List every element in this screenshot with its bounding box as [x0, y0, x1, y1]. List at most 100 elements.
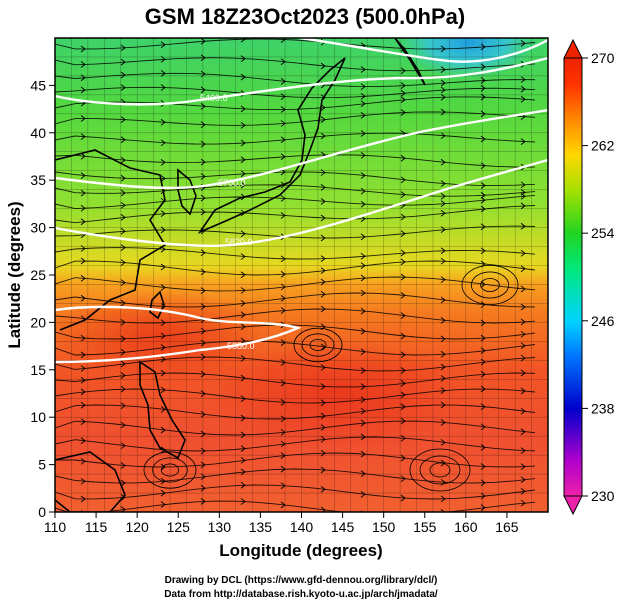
streamline-arrow	[200, 353, 206, 361]
streamline-arrow	[120, 44, 126, 52]
streamline-arrow	[400, 379, 406, 387]
x-tick-label: 125	[167, 519, 191, 535]
colorbar-tick-label: 230	[591, 488, 615, 504]
streamline-arrow	[280, 482, 286, 490]
streamline-arrow	[360, 450, 366, 458]
streamline-arrow	[360, 289, 366, 297]
streamline-arrow	[400, 191, 406, 199]
streamline-arrow	[440, 375, 446, 382]
streamline-arrow	[480, 93, 486, 101]
streamline-arrow	[80, 86, 86, 94]
streamline-arrow	[440, 335, 446, 343]
contour-5820	[55, 158, 548, 247]
streamline-arrow	[400, 511, 402, 512]
streamline	[55, 225, 536, 239]
streamline-arrow	[240, 170, 246, 178]
streamline-arrow	[520, 387, 526, 395]
streamline-arrow	[80, 218, 86, 226]
streamline-arrow	[280, 58, 286, 66]
streamline-arrow	[360, 490, 366, 498]
colorbar-bottom-arrow	[563, 495, 583, 516]
streamline-arrow	[80, 152, 86, 160]
x-tick-label: 160	[454, 519, 478, 535]
streamline-arrow	[320, 132, 326, 140]
streamline-arrow	[320, 116, 326, 123]
streamline-arrow	[280, 359, 286, 366]
streamline-arrow	[400, 273, 406, 281]
streamline-arrow	[280, 120, 286, 127]
streamline	[55, 388, 536, 404]
streamline	[55, 57, 536, 72]
streamline-arrow	[360, 470, 366, 478]
credit-line-2: Data from http://database.rish.kyoto-u.a…	[164, 589, 438, 600]
streamline-arrow	[440, 180, 446, 188]
x-tick-label: 155	[413, 519, 437, 535]
streamline-arrow	[80, 204, 86, 212]
streamline-arrow	[80, 172, 86, 179]
streamline-arrow	[480, 479, 486, 487]
streamline-arrow	[120, 259, 126, 266]
streamline-arrow	[520, 222, 526, 230]
contour-upper	[299, 38, 548, 63]
streamline-arrow	[440, 387, 446, 394]
streamline-arrow	[400, 494, 406, 502]
streamline-arrow	[440, 86, 446, 94]
streamline-arrow	[120, 227, 126, 235]
streamline-arrow	[520, 476, 526, 484]
streamline-arrow	[120, 156, 126, 164]
streamline-arrow	[440, 200, 446, 208]
streamline-arrow	[120, 189, 126, 197]
streamline-arrow	[200, 390, 206, 398]
streamline-arrow	[360, 348, 366, 356]
streamline-arrow	[480, 223, 486, 231]
streamline-arrow	[200, 473, 206, 481]
streamline-arrow	[160, 175, 166, 182]
streamline-arrow	[520, 138, 526, 145]
streamline-arrow	[480, 492, 486, 500]
streamline-arrow	[440, 439, 446, 446]
streamline-arrow	[120, 299, 126, 307]
streamline-arrow	[360, 66, 366, 73]
streamline-arrow	[320, 399, 326, 407]
streamline-arrow	[240, 181, 246, 189]
streamline-arrow	[80, 388, 86, 396]
streamline-arrow	[160, 501, 166, 508]
streamline-arrow	[400, 82, 406, 90]
coastline-borneo	[55, 451, 126, 512]
streamline-arrow	[520, 330, 526, 338]
streamline-arrow	[160, 355, 166, 363]
contour-label-2: 5700.0	[218, 178, 246, 188]
streamline-arrow	[360, 407, 366, 415]
streamline-arrow	[320, 449, 326, 457]
streamline-eddy	[152, 457, 188, 483]
streamline-arrow	[440, 419, 446, 426]
streamline-arrow	[400, 109, 406, 116]
streamline-arrow	[160, 319, 166, 327]
streamline-arrow	[240, 431, 246, 439]
streamline-arrow	[440, 108, 446, 116]
coastlines	[55, 38, 426, 512]
streamline-arrow	[200, 268, 206, 276]
streamline-eddy	[419, 455, 461, 485]
streamline-arrow	[400, 475, 406, 483]
streamline-arrow	[480, 196, 486, 204]
streamline-arrow	[360, 396, 366, 404]
streamline-arrow	[400, 89, 406, 97]
streamline-arrow	[200, 158, 206, 166]
streamline	[55, 260, 536, 276]
streamline-arrow	[520, 407, 526, 415]
streamline	[55, 111, 536, 126]
streamline	[55, 205, 536, 224]
colorbar-tick-label: 254	[591, 225, 615, 241]
streamline-arrow	[400, 351, 406, 359]
streamline-arrow	[520, 95, 526, 103]
streamline	[55, 404, 536, 420]
streamline-arrow	[360, 130, 366, 137]
streamline-arrow	[240, 271, 246, 279]
y-tick-label: 15	[30, 362, 46, 378]
x-tick-label: 165	[495, 519, 519, 535]
streamline-arrow	[400, 96, 406, 104]
streamline-arrow	[360, 92, 366, 100]
streamline-arrow	[160, 406, 166, 413]
y-tick-label: 20	[30, 314, 46, 330]
